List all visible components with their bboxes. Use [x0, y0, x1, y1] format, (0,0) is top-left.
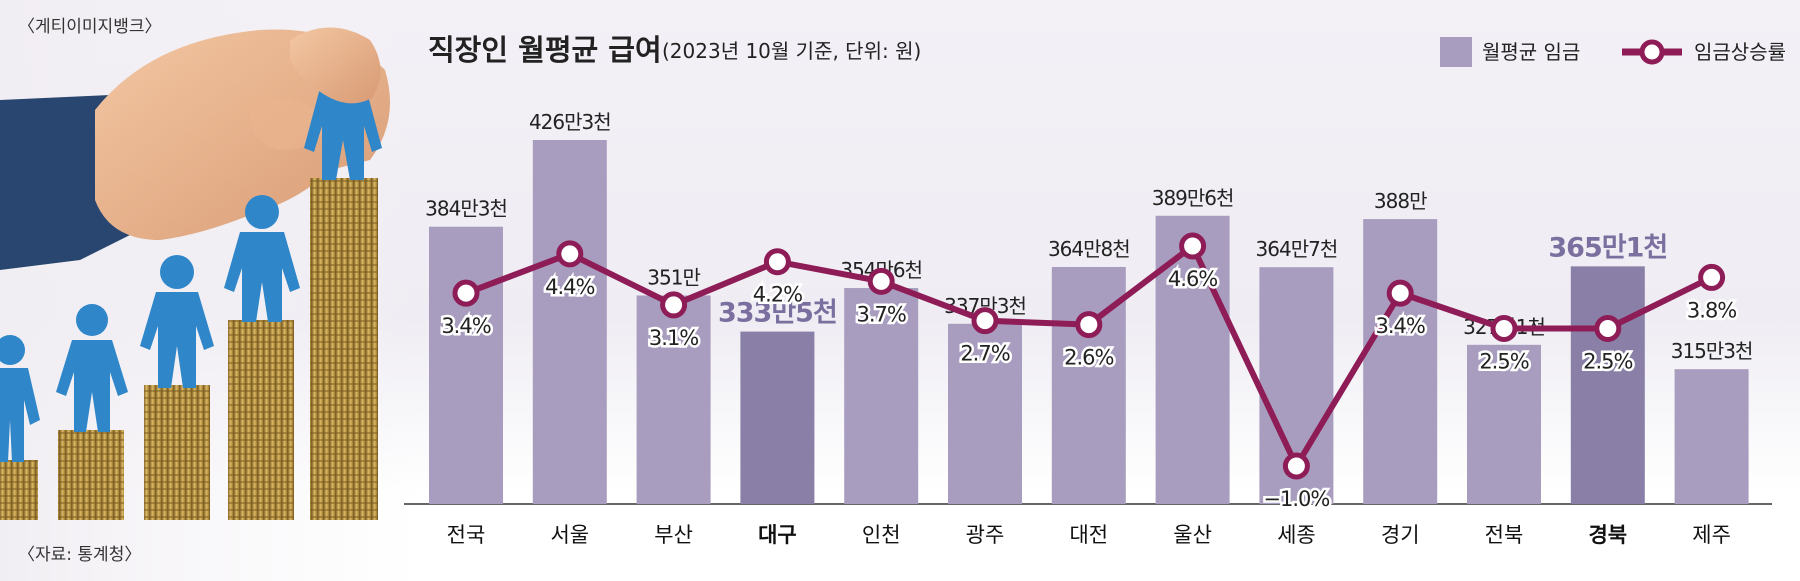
category-label: 경기 — [1381, 523, 1420, 547]
line-point — [1075, 311, 1103, 339]
line-point-label: 2.5% — [1479, 350, 1528, 374]
category-label: 광주 — [966, 523, 1005, 547]
line-point — [556, 240, 584, 268]
category-label: 전국 — [447, 523, 486, 547]
line-point-label: 2.7% — [960, 342, 1009, 366]
bars-group — [429, 140, 1749, 504]
category-label: 대전 — [1069, 523, 1108, 547]
line-point-label: 2.5% — [1583, 350, 1632, 374]
bar-value-label: 426만3천 — [529, 110, 611, 134]
bar-value-label: 364만8천 — [1048, 237, 1130, 261]
source-credit: 〈자료: 통계청〉 — [18, 545, 142, 565]
line-point-label: 4.2% — [753, 283, 802, 307]
bar-서울 — [532, 140, 607, 504]
line-point — [1179, 232, 1207, 260]
line-point — [867, 267, 895, 295]
bar-전북 — [1467, 344, 1541, 504]
chart-subtitle: (2023년 10월 기준, 단위: 원) — [662, 39, 921, 63]
category-label: 제주 — [1692, 523, 1731, 547]
bar-value-label: 364만7천 — [1256, 237, 1338, 261]
line-point-label: 3.7% — [857, 302, 906, 326]
category-label: 인천 — [862, 523, 901, 547]
bar-labels-group: 384만3천426만3천351만333만5천354만6천337만3천364만8천… — [425, 110, 1753, 363]
line-point-label: 3.4% — [441, 314, 490, 338]
category-label: 부산 — [654, 523, 693, 547]
bar-부산 — [636, 295, 711, 504]
bar-광주 — [948, 323, 1022, 504]
line-point — [1386, 279, 1414, 307]
bar-value-label: 384만3천 — [425, 197, 507, 221]
bar-value-label: 333만5천 — [718, 298, 837, 329]
category-label: 울산 — [1173, 523, 1212, 547]
bar-value-label: 315만3천 — [1671, 339, 1753, 363]
line-point — [452, 279, 480, 307]
line-point — [763, 248, 791, 276]
category-label: 경북 — [1588, 523, 1627, 547]
bar-경기 — [1363, 219, 1438, 504]
legend-line-label: 임금상승률 — [1694, 40, 1786, 64]
bar-인천 — [844, 288, 919, 504]
bar-value-label: 389만6천 — [1152, 186, 1234, 210]
line-point — [971, 307, 999, 335]
category-label: 대구 — [758, 523, 797, 547]
line-series-group: 3.4% 4.4% 3.1% 4.2% 3.7% 2.7% 2.6% 4.6% −1.0% 3.4… — [439, 232, 1740, 514]
legend-bar-swatch — [1440, 37, 1472, 67]
line-point — [1594, 315, 1622, 342]
category-labels-group: 전국 서울 부산 대구 인천 광주 대전 울산 세종 경기 전북 경북 제주 — [447, 523, 1731, 547]
line-point-label: 3.4% — [1376, 314, 1425, 338]
line-point-label: 2.6% — [1064, 346, 1113, 370]
bar-value-label: 388만 — [1374, 189, 1427, 213]
line-point-label: 4.6% — [1168, 267, 1217, 291]
line-point-label: 4.4% — [545, 275, 594, 299]
category-label: 서울 — [550, 523, 589, 547]
bar-전국 — [429, 226, 503, 504]
bar-value-label: 351만 — [647, 265, 700, 289]
legend-bar-label: 월평균 임금 — [1482, 40, 1580, 64]
line-point — [1490, 315, 1518, 342]
line-point-label: 3.1% — [649, 326, 698, 350]
chart-title: 직장인 월평균 급여 — [428, 33, 662, 67]
category-label: 세종 — [1277, 523, 1316, 547]
line-point-label: 3.8% — [1687, 298, 1736, 322]
bar-value-label: 365만1천 — [1548, 232, 1667, 263]
line-point-label: −1.0% — [1263, 487, 1329, 511]
bar-대구 — [740, 331, 815, 504]
line-point — [1698, 263, 1726, 291]
line-point — [660, 291, 688, 319]
legend: 월평균 임금 임금상승률 — [1440, 37, 1786, 67]
illustration-photo — [0, 0, 420, 581]
category-label: 전북 — [1485, 523, 1524, 547]
bar-경북 — [1570, 266, 1645, 504]
bar-제주 — [1674, 369, 1749, 504]
line-point — [1282, 452, 1310, 480]
photo-credit: 〈게티이미지뱅크〉 — [18, 17, 162, 37]
legend-line-marker — [1639, 39, 1665, 65]
